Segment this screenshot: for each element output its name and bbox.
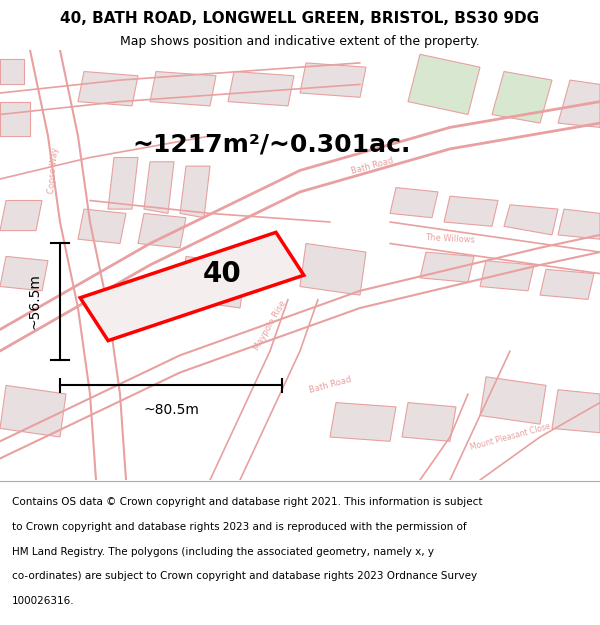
Text: 100026316.: 100026316. <box>12 596 74 606</box>
Polygon shape <box>300 244 366 295</box>
Polygon shape <box>330 402 396 441</box>
Polygon shape <box>0 102 30 136</box>
Polygon shape <box>0 59 24 84</box>
Polygon shape <box>150 71 216 106</box>
Polygon shape <box>78 71 138 106</box>
Polygon shape <box>480 261 534 291</box>
Polygon shape <box>402 402 456 441</box>
Text: co-ordinates) are subject to Crown copyright and database rights 2023 Ordnance S: co-ordinates) are subject to Crown copyr… <box>12 571 477 581</box>
Polygon shape <box>180 166 210 217</box>
Text: Contains OS data © Crown copyright and database right 2021. This information is : Contains OS data © Crown copyright and d… <box>12 498 482 508</box>
Polygon shape <box>504 205 558 235</box>
Polygon shape <box>228 71 294 106</box>
Text: HM Land Registry. The polygons (including the associated geometry, namely x, y: HM Land Registry. The polygons (includin… <box>12 547 434 557</box>
Text: Bath Road: Bath Road <box>308 376 352 396</box>
Text: ~1217m²/~0.301ac.: ~1217m²/~0.301ac. <box>132 132 410 157</box>
Polygon shape <box>138 213 186 248</box>
Text: Bath Road: Bath Road <box>350 156 394 176</box>
Text: Copse Way: Copse Way <box>47 147 61 194</box>
Polygon shape <box>390 188 438 218</box>
Polygon shape <box>0 386 66 437</box>
Polygon shape <box>552 390 600 432</box>
Polygon shape <box>540 269 594 299</box>
Polygon shape <box>78 209 126 244</box>
Polygon shape <box>108 158 138 209</box>
Text: to Crown copyright and database rights 2023 and is reproduced with the permissio: to Crown copyright and database rights 2… <box>12 522 467 532</box>
Polygon shape <box>558 209 600 239</box>
Polygon shape <box>492 71 552 123</box>
Polygon shape <box>408 54 480 114</box>
Text: ~56.5m: ~56.5m <box>28 274 42 329</box>
Polygon shape <box>558 80 600 128</box>
Polygon shape <box>0 256 48 291</box>
Text: 40, BATH ROAD, LONGWELL GREEN, BRISTOL, BS30 9DG: 40, BATH ROAD, LONGWELL GREEN, BRISTOL, … <box>61 11 539 26</box>
Text: 40: 40 <box>203 259 241 288</box>
Polygon shape <box>0 201 42 231</box>
Polygon shape <box>144 162 174 213</box>
Polygon shape <box>180 256 246 308</box>
Text: Map shows position and indicative extent of the property.: Map shows position and indicative extent… <box>120 35 480 48</box>
Polygon shape <box>480 377 546 424</box>
Text: Maypole Rise: Maypole Rise <box>252 299 288 352</box>
Text: ~80.5m: ~80.5m <box>143 402 199 417</box>
Text: The Willows: The Willows <box>425 233 475 245</box>
Text: Mount Pleasant Close: Mount Pleasant Close <box>469 422 551 452</box>
Polygon shape <box>80 232 304 341</box>
Polygon shape <box>300 63 366 98</box>
Polygon shape <box>420 252 474 282</box>
Polygon shape <box>444 196 498 226</box>
